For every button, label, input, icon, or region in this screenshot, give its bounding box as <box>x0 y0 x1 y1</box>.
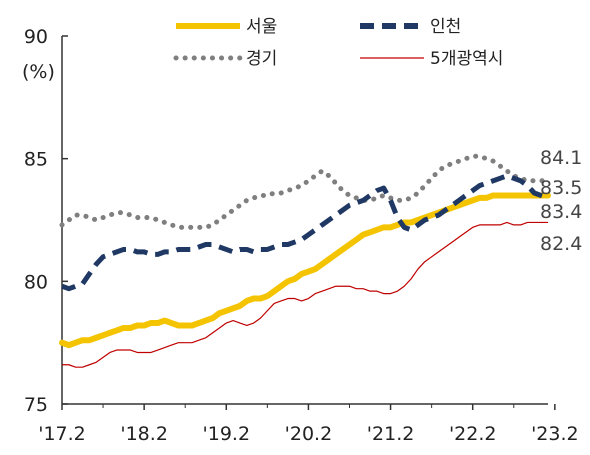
x-tick-label: '23.2 <box>531 423 579 445</box>
y-tick-label: 80 <box>24 271 48 293</box>
y-tick-label: 85 <box>24 149 48 171</box>
end-label-seoul: 83.5 <box>540 177 582 199</box>
y-tick-label: 75 <box>24 394 48 416</box>
series-layer <box>59 153 551 368</box>
legend-item-incheon: 인천 <box>360 17 461 37</box>
legend-item-seoul: 서울 <box>176 17 277 37</box>
end-label-incheon: 83.4 <box>540 201 582 223</box>
legend: 서울 인천 경기 5개광역시 <box>173 17 503 69</box>
legend-item-gyeonggi: 경기 <box>173 49 277 69</box>
series-line-seoul <box>59 192 551 349</box>
x-tick-label: '17.2 <box>38 423 86 445</box>
legend-label-metro5: 5개광역시 <box>430 49 503 69</box>
y-tick-label: 90 <box>24 26 48 48</box>
legend-item-metro5: 5개광역시 <box>360 49 503 69</box>
series-line-metro5 <box>62 221 548 368</box>
legend-label-gyeonggi: 경기 <box>246 49 277 69</box>
axes: 75 80 85 90 (%) '17.2 '18.2 '19.2 '20.2 '21.2 '22.… <box>22 26 579 445</box>
series-line-gyeonggi <box>59 153 551 230</box>
end-labels: 84.1 83.583.4 82.4 <box>540 147 582 255</box>
legend-label-seoul: 서울 <box>246 17 277 37</box>
x-tick-label: '21.2 <box>367 423 415 445</box>
legend-label-incheon: 인천 <box>430 17 461 37</box>
x-tick-label: '20.2 <box>285 423 333 445</box>
series-line-incheon <box>61 173 549 292</box>
end-label-gyeonggi: 84.1 <box>540 147 582 169</box>
x-tick-label: '22.2 <box>449 423 497 445</box>
x-tick-label: '19.2 <box>203 423 251 445</box>
end-label-metro5: 82.4 <box>540 233 582 255</box>
y-axis-unit-label: (%) <box>22 61 55 83</box>
x-tick-label: '18.2 <box>120 423 168 445</box>
